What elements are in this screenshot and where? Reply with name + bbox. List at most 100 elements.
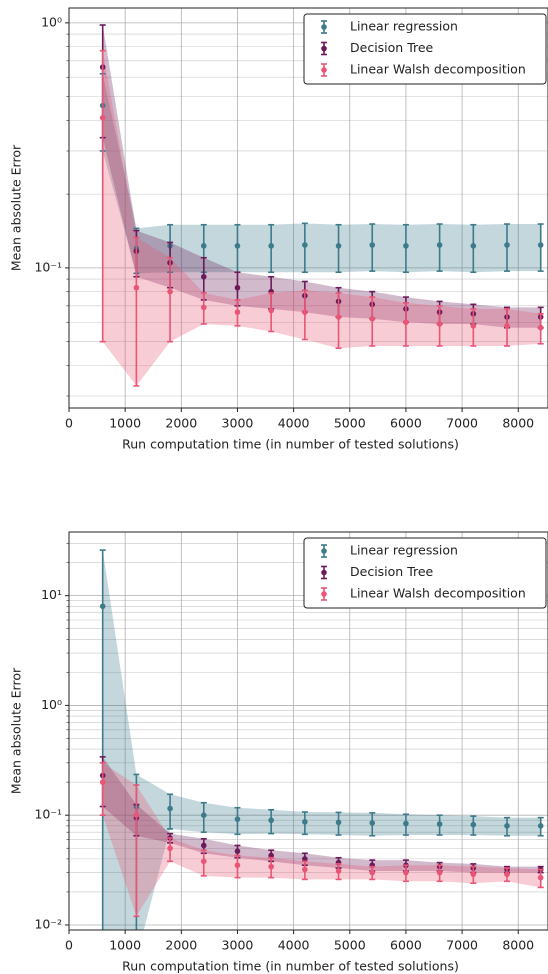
x-tick-label: 2000 [165,416,197,431]
error-bar [99,49,106,343]
marker [470,323,477,329]
marker [436,869,443,876]
marker [268,852,274,859]
legend-label: Linear Walsh decomposition [350,586,526,601]
marker [369,869,376,876]
x-axis-label: Run computation time (in number of teste… [122,959,459,974]
marker [302,819,308,825]
marker [99,603,106,610]
marker [335,868,342,874]
error-bar [335,292,342,350]
marker [537,242,544,248]
legend: Linear regression Decision Tree Linear Wal… [303,13,547,85]
marker [504,823,510,829]
marker [234,243,241,249]
y-tick-label: 10⁻¹ [34,259,62,274]
legend-label: Linear regression [350,19,458,34]
legend-swatch [321,548,327,554]
error-band [102,550,541,930]
marker [302,866,308,873]
marker [335,314,342,320]
x-tick-label: 5000 [334,416,366,431]
legend-label: Decision Tree [350,564,434,579]
axes-frame [68,531,548,931]
x-tick-label: 7000 [446,938,478,953]
marker [470,243,477,249]
chart: 10⁻¹ 10⁰ 0 1000 2000 3000 4000 5000 6000 7000 8000… [9,7,548,452]
x-tick-label: 1000 [109,416,141,431]
marker [200,842,207,849]
marker [167,845,173,852]
y-tick-label: 10⁻¹ [34,807,62,822]
marker [234,284,241,291]
marker [200,812,207,819]
error-band [102,756,541,873]
x-tick-label: 1000 [109,938,141,953]
x-tick-label: 5000 [334,938,366,953]
marker [436,242,443,248]
error-bar [99,762,106,817]
x-tick-label: 3000 [222,416,254,431]
legend-swatch [321,591,327,597]
legend-swatch [321,24,327,30]
marker [268,863,274,870]
y-axis-label: Mean absolute Error [9,144,24,271]
y-tick-label: 10⁻² [34,916,62,931]
legend-label: Linear Walsh decomposition [350,62,526,77]
marker [335,819,342,826]
plot-area [99,549,544,930]
marker [403,820,409,827]
marker [302,242,308,248]
marker [200,273,207,280]
x-axis-label: Run computation time (in number of teste… [122,437,459,452]
marker [369,820,376,826]
x-tick-label: 6000 [390,938,422,953]
legend-swatch [321,569,327,576]
x-tick-label: 6000 [390,416,422,431]
marker [369,242,376,248]
x-tick-label: 8000 [502,416,534,431]
legend-frame [303,13,547,85]
x-tick-label: 3000 [222,938,254,953]
legend-swatch [321,45,327,52]
marker [504,242,510,248]
marker [99,779,106,785]
error-bar [167,256,174,343]
marker [200,243,207,249]
x-tick-label: 0 [65,938,73,953]
marker [504,323,510,329]
y-tick-label: 10⁰ [41,14,62,29]
legend-label: Decision Tree [350,40,434,55]
marker [200,858,207,865]
x-tick-label: 4000 [278,416,310,431]
marker [537,874,544,881]
error-bar [167,793,174,830]
marker [99,114,106,121]
marker [234,816,241,822]
marker [537,823,544,829]
legend-swatch [321,67,327,73]
y-axis-label: Mean absolute Error [9,667,24,794]
error-bar [133,784,140,918]
marker [133,812,140,819]
marker [369,315,376,322]
error-band [102,73,541,274]
marker [302,309,308,315]
y-tick-label: 10⁰ [41,697,62,712]
error-band [102,762,541,917]
marker [403,319,409,326]
y-tick-label: 10¹ [41,587,62,602]
marker [470,821,477,828]
chart: 10⁻² 10⁻¹ 10⁰ 10¹ 0 1000 2000 3000 4000 5000 6000 7… [9,531,548,974]
marker [167,805,173,812]
marker [403,869,409,876]
marker [436,821,443,827]
legend-frame [303,537,547,609]
marker [167,288,173,295]
marker [133,284,140,291]
x-tick-label: 7000 [446,416,478,431]
marker [504,871,510,878]
marker [403,243,409,249]
error-bar [133,236,140,387]
marker [200,304,207,311]
